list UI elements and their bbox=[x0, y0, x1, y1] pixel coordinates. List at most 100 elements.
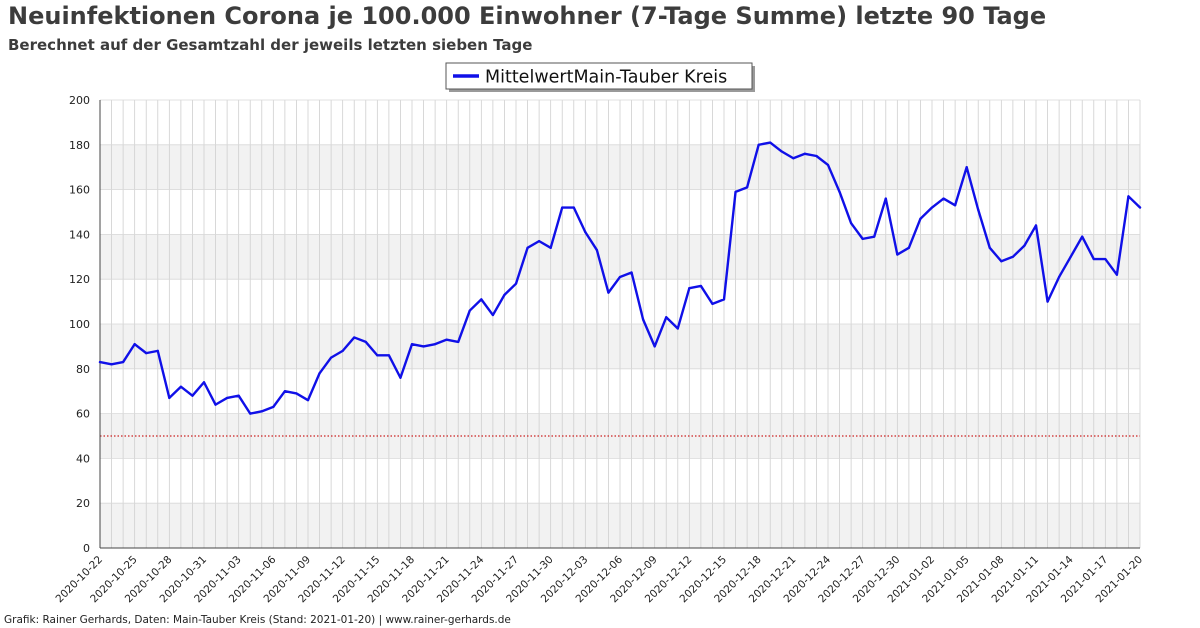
data-point bbox=[780, 150, 783, 153]
data-point bbox=[965, 166, 968, 169]
legend: MittelwertMain-Tauber Kreis bbox=[445, 62, 755, 92]
data-point bbox=[711, 302, 714, 305]
y-tick-label: 140 bbox=[69, 228, 90, 241]
data-point bbox=[595, 248, 598, 252]
data-point bbox=[653, 345, 656, 348]
data-point bbox=[260, 410, 263, 413]
data-point bbox=[873, 235, 876, 238]
data-point bbox=[145, 352, 148, 355]
y-tick-label: 60 bbox=[76, 408, 90, 421]
y-tick-label: 180 bbox=[69, 139, 90, 152]
data-point bbox=[769, 141, 772, 144]
data-point bbox=[1058, 275, 1061, 279]
data-point bbox=[179, 385, 182, 388]
data-point bbox=[907, 246, 910, 249]
data-point bbox=[561, 206, 564, 209]
data-point bbox=[954, 204, 957, 207]
data-point bbox=[133, 343, 136, 346]
data-point bbox=[468, 309, 471, 312]
data-point bbox=[422, 345, 425, 348]
data-point bbox=[792, 157, 795, 160]
data-point bbox=[1115, 273, 1118, 276]
data-point bbox=[538, 240, 541, 243]
data-point bbox=[803, 152, 806, 155]
data-point bbox=[1081, 235, 1084, 238]
series-group bbox=[98, 141, 1142, 415]
data-point bbox=[214, 403, 217, 406]
data-point bbox=[353, 336, 356, 339]
data-point bbox=[630, 271, 633, 274]
data-point bbox=[283, 390, 286, 393]
data-point bbox=[826, 163, 830, 167]
data-point bbox=[410, 343, 414, 346]
data-point bbox=[399, 376, 402, 379]
data-point bbox=[480, 298, 483, 301]
data-point bbox=[584, 231, 587, 234]
data-point bbox=[514, 282, 518, 285]
data-point bbox=[1000, 260, 1003, 263]
data-point bbox=[977, 208, 980, 211]
data-point bbox=[549, 246, 552, 249]
y-tick-label: 0 bbox=[83, 542, 90, 555]
data-point bbox=[1138, 206, 1142, 209]
data-point bbox=[618, 275, 622, 279]
data-point bbox=[734, 190, 737, 193]
data-point bbox=[306, 399, 310, 402]
data-point bbox=[295, 392, 298, 395]
chart-subtitle: Berechnet auf der Gesamtzahl der jeweils… bbox=[8, 36, 533, 54]
data-point bbox=[237, 394, 240, 397]
data-point bbox=[942, 197, 945, 200]
data-point bbox=[838, 190, 841, 193]
chart-title: Neuinfektionen Corona je 100.000 Einwohn… bbox=[8, 2, 1047, 30]
data-point bbox=[156, 349, 159, 352]
data-point bbox=[503, 293, 506, 296]
data-point bbox=[1011, 255, 1014, 258]
data-point bbox=[445, 338, 448, 341]
data-point bbox=[930, 206, 934, 209]
data-point bbox=[341, 349, 344, 352]
data-point bbox=[1046, 300, 1049, 303]
data-point bbox=[642, 318, 645, 321]
data-point bbox=[688, 287, 691, 290]
data-point bbox=[272, 405, 275, 408]
legend-label: MittelwertMain-Tauber Kreis bbox=[485, 68, 727, 88]
data-point bbox=[1127, 195, 1130, 198]
data-point bbox=[1092, 257, 1095, 261]
data-point bbox=[896, 253, 899, 256]
data-point bbox=[318, 372, 321, 375]
data-point bbox=[757, 143, 760, 146]
footer-credit: Grafik: Rainer Gerhards, Daten: Main-Tau… bbox=[4, 614, 511, 626]
axes bbox=[99, 100, 1140, 549]
data-point bbox=[884, 197, 887, 200]
data-point bbox=[850, 222, 853, 225]
data-point bbox=[457, 340, 460, 344]
data-point bbox=[665, 316, 668, 319]
y-tick-label: 80 bbox=[76, 363, 90, 376]
data-point bbox=[676, 327, 679, 330]
data-point bbox=[226, 396, 229, 400]
data-point bbox=[122, 360, 125, 364]
data-point bbox=[722, 298, 726, 301]
data-point bbox=[249, 412, 252, 415]
y-tick-label: 200 bbox=[69, 94, 90, 107]
data-point bbox=[376, 354, 379, 357]
y-tick-label: 100 bbox=[69, 318, 90, 331]
y-tick-label: 160 bbox=[69, 184, 90, 197]
data-point bbox=[607, 291, 610, 294]
data-point bbox=[746, 186, 749, 189]
legend-box bbox=[445, 62, 753, 90]
data-point bbox=[491, 313, 494, 317]
data-point bbox=[364, 340, 367, 344]
y-tick-label: 40 bbox=[76, 452, 90, 465]
data-point bbox=[1069, 255, 1072, 258]
data-point bbox=[330, 356, 333, 359]
y-tick-label: 120 bbox=[69, 273, 90, 286]
data-point bbox=[98, 360, 102, 364]
data-point bbox=[110, 363, 113, 366]
data-point bbox=[815, 154, 818, 158]
x-tick-labels: 2020-10-222020-10-252020-10-282020-10-31… bbox=[53, 553, 1145, 605]
data-point bbox=[861, 237, 864, 240]
data-point bbox=[988, 246, 991, 249]
data-point bbox=[572, 206, 575, 209]
data-point bbox=[168, 396, 171, 400]
